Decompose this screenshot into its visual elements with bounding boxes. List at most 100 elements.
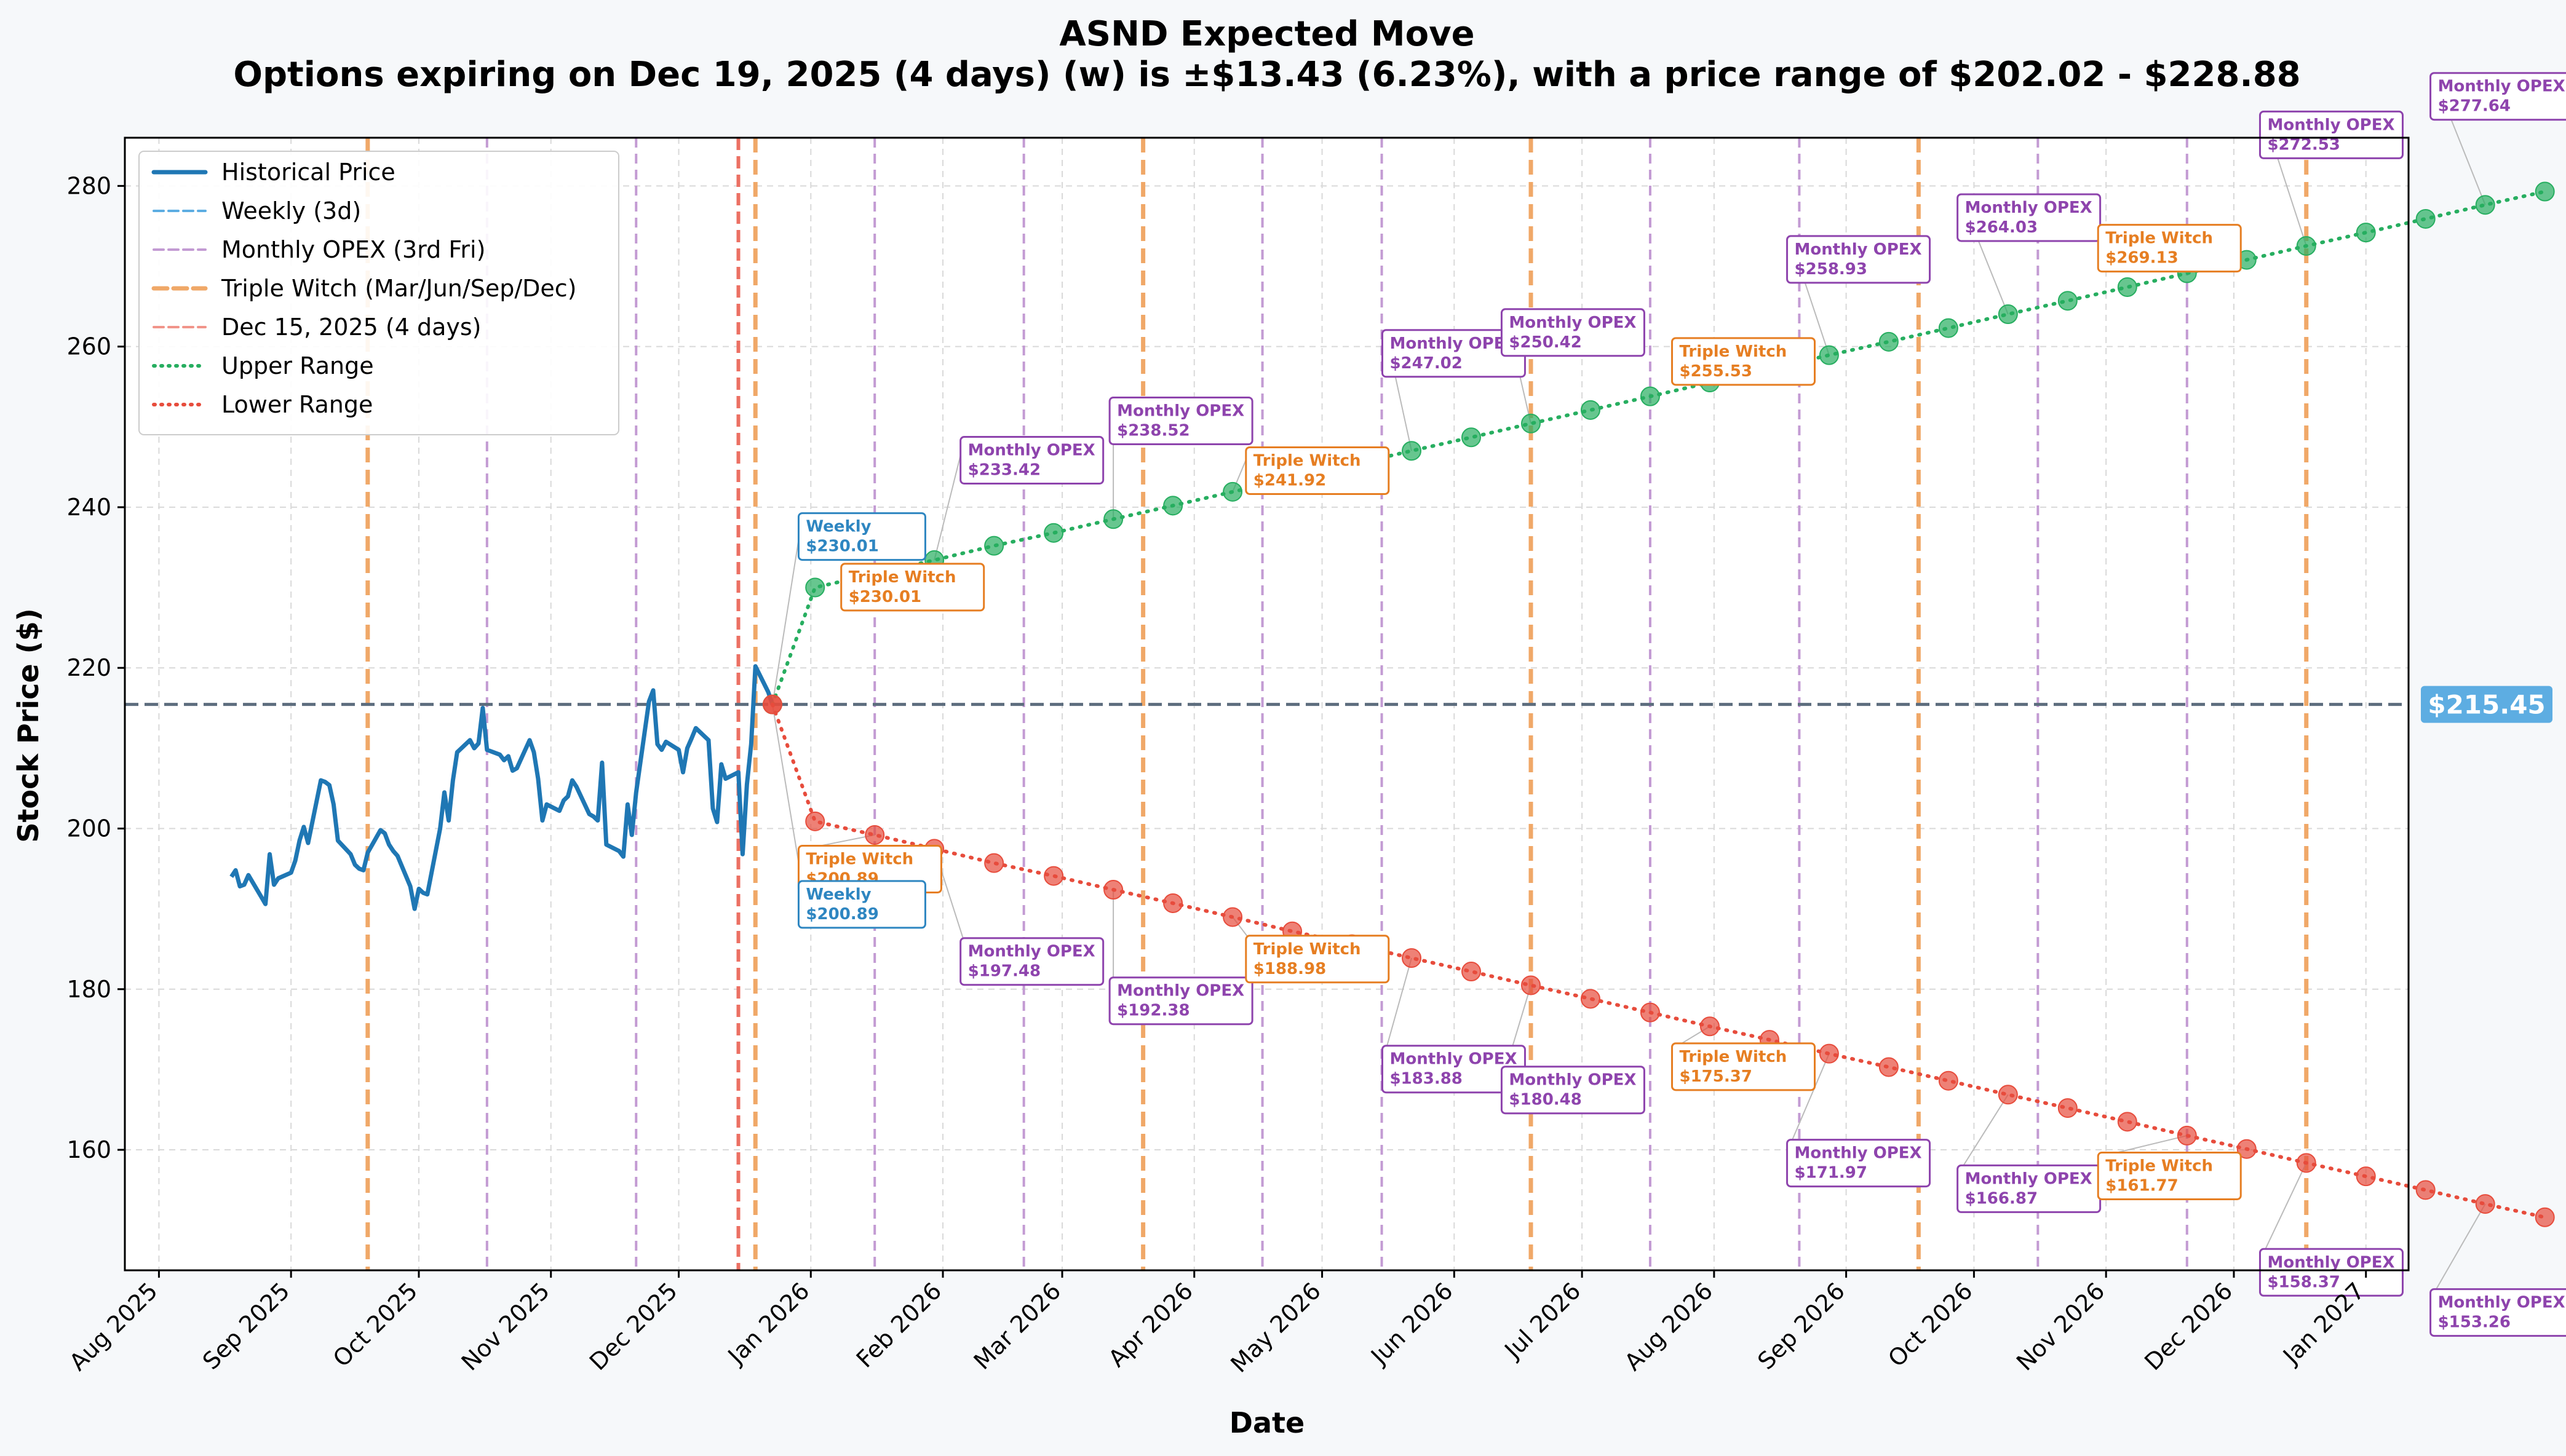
upper-range-marker: [1640, 386, 1660, 406]
annotation-box: [2429, 1288, 2566, 1337]
upper-range-marker: [2057, 291, 2078, 311]
annotation-monthly: Monthly OPEX$158.37: [2258, 1248, 2404, 1297]
annotation-title: Triple Witch: [1680, 342, 1787, 361]
current-price-badge: $215.45: [2421, 686, 2552, 723]
annotation-title: Monthly OPEX: [1389, 334, 1517, 353]
annotation-leader: [771, 704, 803, 885]
y-tick-label: 160: [66, 1136, 111, 1163]
annotation-price: $166.87: [1965, 1189, 2038, 1208]
lower-range-marker: [2535, 1207, 2555, 1227]
annotation-monthly: Monthly OPEX$171.97: [1786, 1139, 1931, 1188]
annotation-box: [1786, 235, 1931, 284]
annotation-box: [2097, 224, 2242, 273]
lower-range-marker: [2415, 1180, 2436, 1200]
annotation-title: Monthly OPEX: [1117, 982, 1244, 1000]
annotation-title: Triple Witch: [806, 850, 913, 868]
annotation-monthly: Monthly OPEX$183.88: [1381, 1045, 1526, 1094]
upper-range-marker: [2296, 235, 2316, 256]
annotation-title: Monthly OPEX: [1795, 1144, 1922, 1163]
upper-range-marker: [1223, 481, 1243, 502]
x-tick-label: Jan 2026: [722, 1277, 815, 1370]
x-tick-label: Dec 2025: [584, 1277, 683, 1375]
annotation-monthly: Monthly OPEX $192.38: [1108, 976, 1253, 1026]
annotation-price: $161.77: [2105, 1176, 2178, 1195]
annotation-box: [1108, 976, 1253, 1026]
annotation-triple: Triple Witch$161.77: [2097, 1151, 2242, 1200]
lower-range-marker: [2475, 1194, 2495, 1214]
x-tick-label: Jun 2026: [1365, 1277, 1458, 1370]
legend-box: [138, 151, 619, 435]
upper-range-marker: [984, 536, 1004, 556]
x-tick-label: Aug 2026: [1619, 1277, 1718, 1376]
legend-label: Monthly OPEX (3rd Fri): [221, 236, 485, 263]
annotation-box: [1956, 193, 2102, 242]
x-axis: Aug 2025 Sep 2025 Oct 2025 Nov 2025 Dec 2025…: [64, 1270, 2370, 1378]
annotation-box: [1671, 1042, 1816, 1091]
annotation-leader: [771, 516, 803, 705]
annotation-price: $153.26: [2438, 1313, 2511, 1332]
annotation-leader: [1385, 957, 1412, 1050]
x-tick-label: Oct 2026: [1883, 1277, 1978, 1372]
upper-range-marker: [1044, 523, 1064, 543]
annotation-monthly: Monthly OPEX$197.48: [959, 937, 1105, 986]
annotation-price: $197.48: [968, 962, 1041, 981]
annotation-price: $238.52: [1117, 421, 1190, 440]
lower-range-marker: [865, 825, 885, 845]
annotation-price: $188.98: [1253, 960, 1326, 978]
y-tick-label: 280: [66, 172, 111, 199]
annotation-box: [1500, 308, 1645, 357]
legend-label: Historical Price: [221, 159, 395, 186]
lower-range-marker: [2057, 1098, 2078, 1118]
annotation-price: $247.02: [1389, 354, 1462, 373]
annotation-title: Monthly OPEX: [1509, 314, 1636, 332]
lower-range-marker: [1402, 948, 1422, 968]
x-tick-label: Nov 2026: [2011, 1277, 2110, 1375]
annotation-weekly: Weekly$200.89: [797, 880, 926, 929]
annotation-price: $230.01: [806, 537, 878, 556]
annotation-box: [1245, 935, 1390, 984]
annotation-box: [1671, 337, 1816, 386]
y-axis-title: Stock Price ($): [12, 608, 45, 842]
annotation-price: $171.97: [1795, 1164, 1867, 1182]
lower-range-marker: [1640, 1002, 1660, 1023]
historical-price-line: [229, 664, 775, 911]
annotation-title: Monthly OPEX: [1965, 1169, 2092, 1188]
legend-label: Triple Witch (Mar/Jun/Sep/Dec): [221, 275, 576, 302]
annotation-monthly: Monthly OPEX$233.42: [959, 436, 1105, 485]
x-tick-label: Sep 2026: [1752, 1277, 1850, 1375]
annotation-title: Triple Witch: [849, 568, 956, 587]
annotation-title: Triple Witch: [1680, 1048, 1787, 1066]
annotation-title: Monthly OPEX: [2438, 77, 2565, 96]
lower-range-marker: [2356, 1166, 2376, 1187]
x-axis-title: Date: [1229, 1406, 1305, 1439]
annotation-leader: [1790, 1053, 1830, 1144]
x-tick-label: Mar 2026: [969, 1277, 1067, 1375]
annotation-title: Weekly: [806, 885, 871, 904]
legend-label: Dec 15, 2025 (4 days): [221, 314, 482, 341]
annotation-title: Monthly OPEX: [1509, 1071, 1636, 1090]
annotation-price: $158.37: [2267, 1273, 2340, 1291]
lower-range-marker: [2177, 1125, 2197, 1145]
legend: Historical Price Weekly (3d) Monthly OPEX …: [138, 151, 619, 435]
lower-range-marker: [1580, 989, 1600, 1009]
annotation-price: $269.13: [2105, 249, 2178, 267]
annotation-box: [2258, 1248, 2404, 1297]
y-tick-label: 220: [66, 654, 111, 681]
annotation-leader: [2263, 1162, 2307, 1253]
legend-label: Upper Range: [221, 352, 374, 379]
upper-range-marker: [1103, 509, 1124, 529]
lower-range-marker: [1461, 962, 1482, 982]
lower-range-marker: [984, 853, 1004, 873]
annotation-leader: [2433, 1203, 2486, 1294]
annotation-title: Monthly OPEX: [1795, 240, 1922, 259]
upper-range-marker: [1878, 331, 1899, 352]
plot-frame: [124, 136, 2410, 1272]
annotation-title: Monthly OPEX: [2267, 1253, 2394, 1272]
upper-range-marker: [1998, 304, 2018, 325]
lower-range-marker: [2117, 1112, 2137, 1132]
upper-range-marker: [2535, 181, 2555, 202]
upper-range-marker: [2117, 277, 2137, 297]
annotation-leader: [1960, 1094, 2009, 1169]
lower-range-marker: [1819, 1043, 1839, 1064]
upper-range-marker: [1402, 441, 1422, 461]
